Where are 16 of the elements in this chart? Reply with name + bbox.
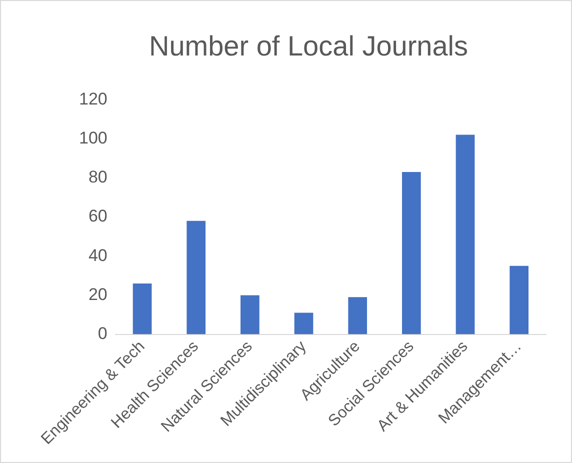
bar [186,220,206,334]
bar [132,283,152,334]
y-tick-label: 80 [88,168,108,187]
y-tick-label: 20 [88,284,108,304]
bar [456,134,475,334]
y-tick-label: 0 [98,324,108,343]
bar [348,297,368,334]
bar [402,172,421,334]
bar [240,295,260,334]
y-tick-label: 120 [78,89,108,108]
y-tick-label: 60 [88,206,108,226]
chart-title: Number of Local Journals [148,30,468,62]
bar [510,266,529,334]
y-tick-label: 40 [88,246,108,265]
bar [294,312,314,334]
y-tick-label: 100 [78,128,108,148]
